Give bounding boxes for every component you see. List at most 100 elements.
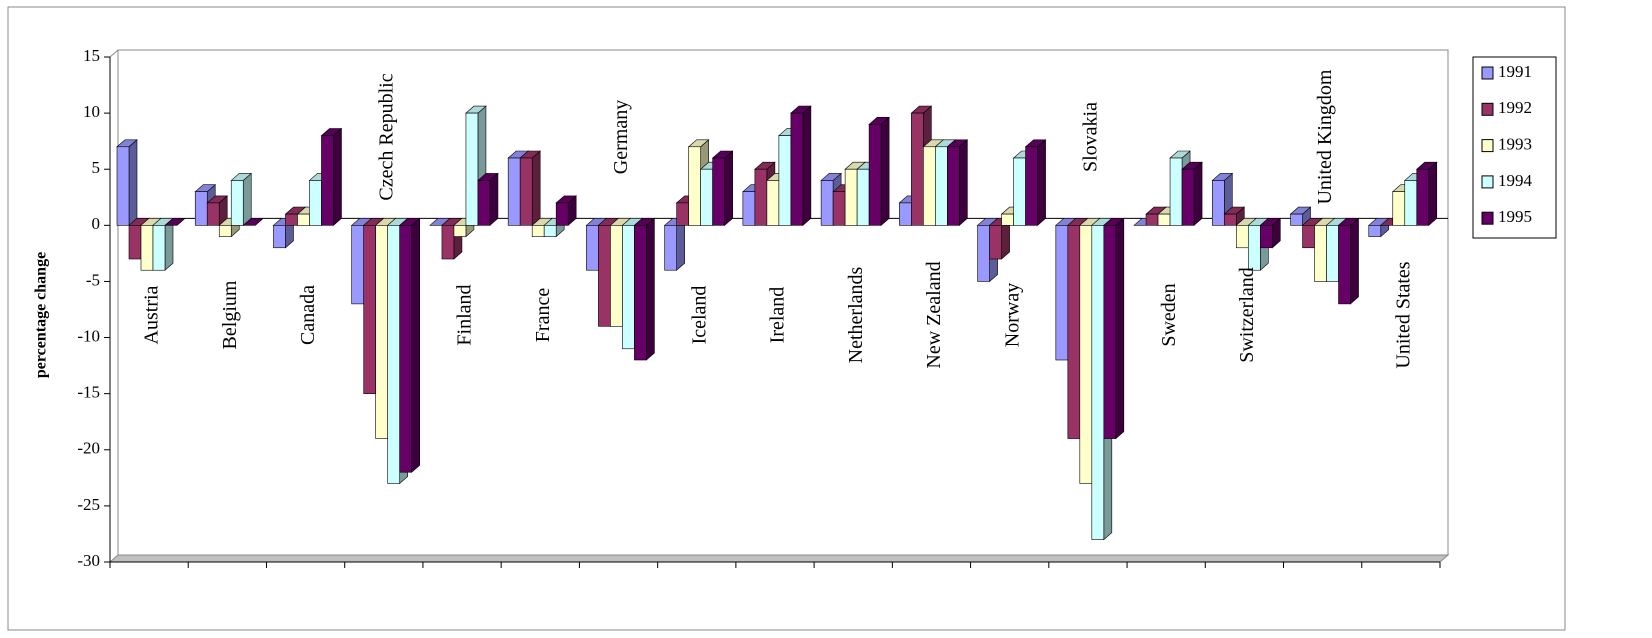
bar — [1103, 217, 1125, 440]
bar-side — [1193, 161, 1203, 226]
bar — [1181, 161, 1203, 226]
legend-swatch — [1481, 175, 1494, 189]
bar-front — [664, 225, 677, 271]
bar-front — [441, 225, 455, 260]
bar — [1259, 217, 1282, 249]
legend-label: 1992 — [1498, 98, 1532, 117]
bar-side — [489, 172, 499, 226]
bar-front — [1013, 157, 1026, 226]
bar-side — [880, 116, 890, 226]
x-category-label: Germany — [610, 100, 632, 174]
bar-front — [1145, 213, 1159, 226]
x-category-label: Sweden — [1158, 283, 1180, 346]
bar-top — [242, 218, 265, 226]
bar-front — [1392, 191, 1406, 226]
bar-front — [1235, 225, 1249, 249]
bar-side — [411, 217, 421, 473]
x-category-label: Ireland — [767, 287, 789, 344]
bar-side — [724, 150, 733, 226]
bar-front — [935, 146, 948, 226]
bar — [790, 105, 812, 226]
bar-front — [1211, 180, 1225, 226]
x-category-label: Belgium — [219, 280, 241, 349]
bar-front — [977, 225, 990, 282]
bar-front — [1326, 225, 1339, 282]
bar — [1024, 139, 1047, 226]
bar-front — [586, 225, 599, 271]
bar-front — [1302, 225, 1315, 249]
bar-front — [453, 225, 467, 237]
x-category-label: Czech Republic — [375, 73, 397, 200]
x-category-label: Finland — [454, 284, 476, 345]
chart-border — [7, 6, 1566, 631]
bar-side — [128, 139, 138, 226]
bar-front — [754, 168, 768, 226]
bar-front — [1223, 213, 1237, 226]
bar-front — [543, 225, 557, 237]
bar-front — [1404, 180, 1418, 226]
bar-front — [1079, 225, 1093, 484]
y-tick-label: 15 — [83, 46, 100, 65]
legend-label: 1991 — [1498, 62, 1532, 81]
bar-front — [387, 225, 401, 484]
bar-front — [598, 225, 611, 327]
bar — [116, 139, 138, 226]
legend-swatch — [1481, 211, 1494, 225]
y-tick-label: 5 — [92, 158, 101, 177]
bar — [711, 150, 734, 226]
x-category-label: France — [532, 288, 554, 343]
y-tick-label: -15 — [77, 383, 100, 402]
bar — [398, 217, 421, 473]
bar-front — [152, 225, 166, 271]
bar — [633, 217, 656, 361]
y-tick-label: 10 — [83, 102, 100, 121]
legend-swatch — [1481, 102, 1494, 116]
bar-front — [128, 225, 142, 260]
x-category-label: Norway — [1001, 283, 1023, 347]
bar-front — [1290, 213, 1303, 226]
bar-front — [1314, 225, 1327, 282]
x-category-label: Canada — [297, 285, 319, 345]
bar — [988, 217, 1011, 260]
bar-front — [1001, 213, 1014, 226]
bar-front — [321, 135, 334, 226]
bar-front — [700, 168, 713, 226]
bar-front — [230, 180, 244, 226]
bar-front — [375, 225, 389, 439]
legend-label: 1995 — [1498, 207, 1532, 226]
bar-front — [778, 135, 792, 226]
bar-front — [1103, 225, 1117, 439]
bar-front — [868, 124, 882, 226]
bar-front — [947, 146, 960, 226]
bar-front — [856, 168, 870, 226]
bar-front — [1169, 157, 1183, 226]
y-tick-label: -5 — [86, 270, 100, 289]
bar-front — [820, 180, 834, 226]
x-category-label: New Zealand — [923, 261, 945, 368]
bar-side — [333, 127, 342, 226]
bar-side — [164, 217, 174, 271]
bar-front — [1338, 225, 1351, 305]
bar — [152, 217, 174, 271]
bar — [663, 217, 686, 271]
bar — [946, 139, 969, 226]
bar — [242, 218, 265, 226]
bar — [320, 127, 343, 226]
bar-front — [610, 225, 623, 327]
y-tick-label: -10 — [77, 326, 100, 345]
x-category-label: Switzerland — [1236, 267, 1258, 363]
bar-front — [363, 225, 377, 394]
bar-front — [1247, 225, 1261, 271]
bar-front — [1055, 225, 1069, 361]
bar-front — [285, 213, 298, 226]
bar-front — [676, 202, 689, 226]
bar-front — [844, 168, 858, 226]
x-category-label: Slovakia — [1080, 102, 1102, 172]
bar-front — [140, 225, 154, 271]
bar-side — [1115, 217, 1125, 440]
bar-front — [531, 225, 545, 237]
bar-front — [206, 202, 220, 226]
x-category-label: United Kingdom — [1314, 69, 1336, 204]
bar-side — [531, 150, 541, 226]
